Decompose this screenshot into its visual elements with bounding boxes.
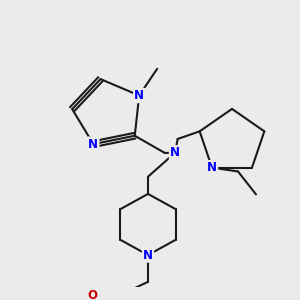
Text: N: N [143,248,153,262]
Text: N: N [170,146,180,159]
Text: N: N [134,89,144,102]
Text: N: N [88,138,98,151]
Text: N: N [207,161,217,174]
Text: O: O [87,289,97,300]
